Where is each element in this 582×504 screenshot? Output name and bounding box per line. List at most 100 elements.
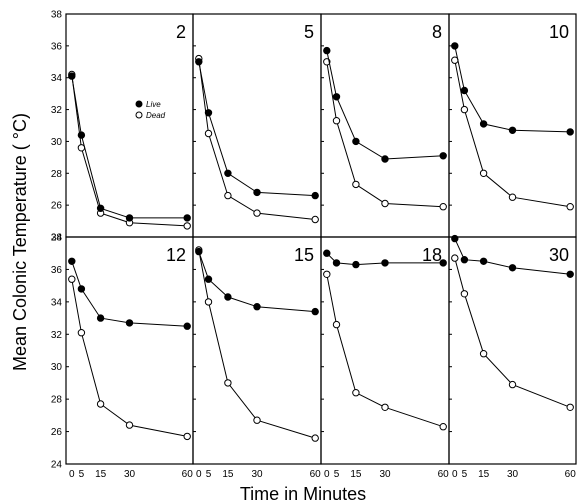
data-point-live (311, 191, 319, 200)
y-tick-label: 30 (51, 137, 63, 148)
panel-frame (320, 236, 450, 465)
data-point-dead (566, 403, 574, 411)
x-tick-label: 15 (350, 469, 362, 480)
legend-label-dead: Dead (146, 111, 166, 120)
data-point-live (68, 72, 76, 80)
chart-panels: 2 5 8 10 12 15 18 30 Live Dead (65, 13, 577, 465)
y-tick-label: 38 (51, 10, 63, 21)
panel-2: 2 (65, 13, 194, 238)
data-point-dead (508, 193, 517, 201)
data-point-dead (332, 320, 341, 329)
y-tick-label: 34 (51, 297, 63, 308)
data-point-dead (508, 380, 517, 389)
data-point-live (352, 137, 360, 146)
data-point-dead (77, 329, 86, 337)
data-point-dead (323, 270, 331, 278)
y-tick-label: 24 (51, 233, 63, 244)
data-point-dead (479, 169, 488, 178)
data-point-dead (96, 400, 105, 408)
panel-frame (448, 236, 577, 465)
panel-label: 12 (166, 245, 186, 265)
data-point-live (204, 109, 213, 117)
panel-frame (192, 236, 322, 465)
panel-label: 18 (422, 245, 442, 265)
y-tick-label: 34 (51, 73, 63, 84)
panel-label: 30 (549, 245, 569, 265)
y-tick-label: 24 (51, 460, 63, 471)
data-point-dead (439, 203, 447, 211)
panel-label: 8 (432, 22, 442, 42)
data-point-dead (183, 222, 191, 230)
data-point-dead (566, 203, 574, 211)
panel-frame (448, 13, 577, 238)
data-point-live (460, 86, 469, 95)
data-point-live (253, 303, 261, 311)
series-line-live (71, 76, 188, 219)
x-axis-title: Time in Minutes (240, 484, 366, 504)
x-tick-label: 15 (222, 469, 234, 480)
series-line-dead (198, 249, 316, 439)
y-tick-label: 38 (51, 233, 63, 244)
data-point-dead (224, 191, 232, 200)
x-tick-label: 0 (324, 469, 330, 480)
legend: Live Dead (135, 100, 166, 120)
data-point-dead (125, 421, 134, 429)
x-tick-label: 5 (334, 469, 340, 480)
panel-18: 18 (320, 236, 450, 465)
data-point-live (125, 214, 134, 222)
x-tick-label: 0 (69, 469, 75, 480)
data-point-live (451, 234, 459, 243)
series-line-live (454, 45, 571, 133)
data-point-live (77, 285, 86, 293)
panel-30: 30 (448, 234, 577, 465)
panel-12: 12 (65, 236, 194, 465)
panel-label: 2 (176, 22, 186, 42)
data-point-live (253, 188, 261, 197)
panel-label: 10 (549, 22, 569, 42)
x-tick-label: 5 (462, 469, 468, 480)
series-line-live (71, 261, 188, 327)
series-line-dead (326, 61, 444, 208)
y-tick-label: 30 (51, 362, 63, 373)
data-point-live (96, 314, 105, 322)
x-tick-label: 60 (565, 469, 577, 480)
y-tick-label: 28 (51, 395, 63, 406)
data-point-live (195, 58, 203, 66)
x-tick-label: 15 (95, 469, 107, 480)
data-point-dead (451, 254, 459, 262)
legend-label-live: Live (146, 100, 161, 109)
data-point-live (125, 319, 134, 327)
data-point-live (68, 257, 76, 265)
data-point-live (460, 256, 469, 264)
data-point-dead (352, 389, 360, 397)
data-point-live (224, 169, 232, 178)
data-point-live (352, 260, 360, 269)
data-point-live (381, 259, 389, 267)
data-point-dead (352, 180, 360, 189)
x-tick-label: 5 (79, 469, 85, 480)
x-tick-label: 30 (124, 469, 136, 480)
series-line-live (198, 61, 316, 197)
y-tick-label: 36 (51, 41, 63, 52)
data-point-dead (311, 434, 319, 442)
data-point-live (508, 264, 517, 272)
data-point-live (479, 257, 488, 265)
data-point-live (381, 155, 389, 163)
x-tick-label: 60 (438, 469, 450, 480)
data-point-dead (204, 129, 213, 138)
data-point-dead (439, 423, 447, 431)
data-point-live (183, 214, 191, 222)
y-tick-label: 32 (51, 330, 63, 341)
x-tick-label: 15 (478, 469, 490, 480)
panel-8: 8 (320, 13, 450, 238)
data-point-live (479, 120, 488, 128)
panel-frame (65, 13, 194, 238)
data-point-dead (460, 105, 469, 114)
data-point-live (183, 322, 191, 330)
y-axis-title: Mean Colonic Temperature ( °C) (10, 113, 30, 371)
panel-15: 15 (192, 236, 322, 465)
data-point-dead (68, 275, 76, 283)
data-point-dead (204, 298, 213, 306)
